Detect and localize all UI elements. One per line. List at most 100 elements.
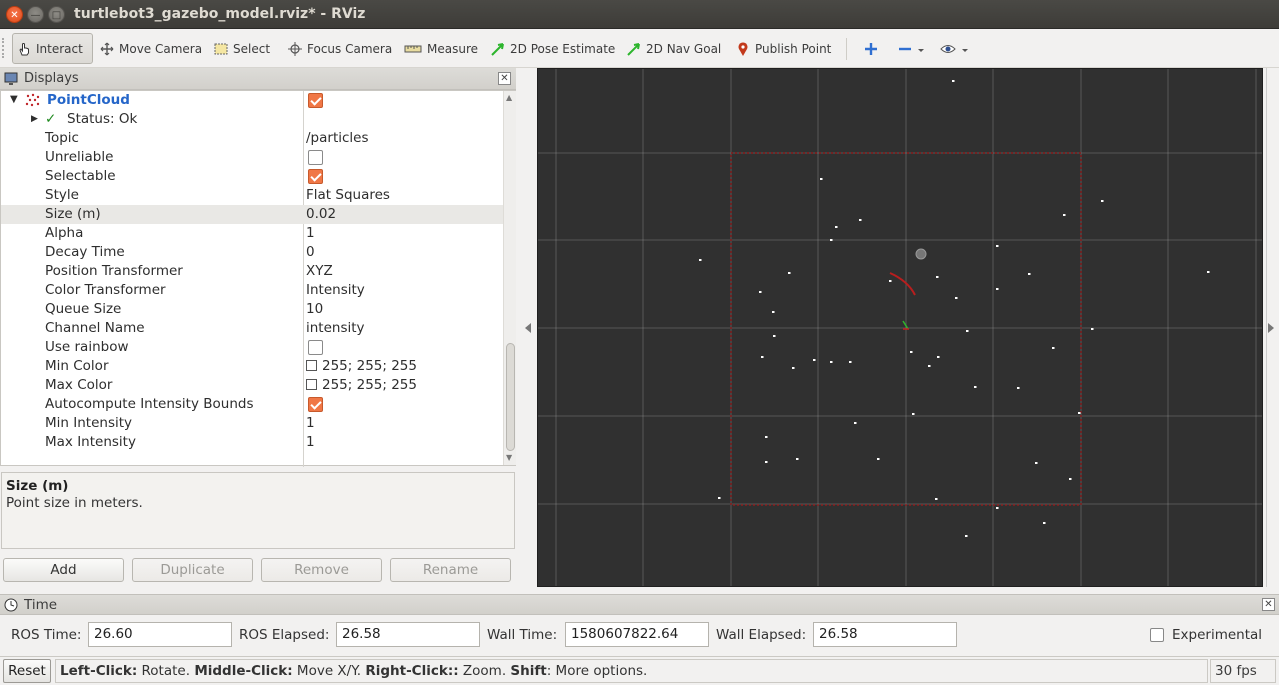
- particle: [718, 497, 721, 499]
- particle: [849, 361, 852, 363]
- property-name: Unreliable: [45, 149, 114, 165]
- reset-button[interactable]: Reset: [3, 659, 51, 683]
- tool-focus-camera-button[interactable]: Focus Camera: [284, 33, 396, 64]
- expand-arrow-icon[interactable]: ▼: [10, 94, 18, 105]
- property-row[interactable]: Alpha 1: [1, 224, 503, 243]
- tool-2d-pose-estimate-button[interactable]: 2D Pose Estimate: [487, 33, 619, 64]
- status-row[interactable]: ▶ ✓ Status: Ok: [1, 110, 503, 129]
- tool-2d-nav-goal-button[interactable]: 2D Nav Goal: [623, 33, 725, 64]
- property-row[interactable]: Max Color 255; 255; 255: [1, 376, 503, 395]
- property-row[interactable]: Style Flat Squares: [1, 186, 503, 205]
- displays-panel-title: Displays: [24, 71, 79, 86]
- property-row[interactable]: Min Intensity 1: [1, 414, 503, 433]
- property-value[interactable]: 0: [306, 244, 315, 260]
- property-value[interactable]: Flat Squares: [306, 187, 390, 203]
- tool-measure-button[interactable]: Measure: [400, 33, 482, 64]
- tool-label: Move Camera: [119, 41, 203, 56]
- property-row[interactable]: Selectable: [1, 167, 503, 186]
- eye-icon: [940, 42, 956, 56]
- display-row-pointcloud[interactable]: ▼ PointCloud: [1, 91, 503, 110]
- close-time-panel-button[interactable]: ✕: [1262, 598, 1275, 611]
- property-checkbox[interactable]: [308, 397, 323, 412]
- property-name: Topic: [45, 130, 79, 146]
- property-description: Size (m) Point size in meters.: [1, 472, 515, 549]
- property-row[interactable]: Decay Time 0: [1, 243, 503, 262]
- scroll-up-icon[interactable]: ▲: [506, 93, 513, 102]
- particle: [1028, 273, 1031, 275]
- property-value[interactable]: 1: [306, 225, 315, 241]
- particle: [1091, 328, 1094, 330]
- expand-arrow-icon[interactable]: ▶: [31, 114, 38, 124]
- property-row[interactable]: Unreliable: [1, 148, 503, 167]
- tool-move-camera-button[interactable]: Move Camera: [96, 33, 206, 64]
- particle: [928, 365, 931, 367]
- particle: [889, 280, 892, 282]
- tool-interact-button[interactable]: Interact: [12, 33, 93, 64]
- color-swatch[interactable]: [306, 360, 317, 371]
- property-value[interactable]: 255; 255; 255: [306, 377, 417, 393]
- wall-time-label: Wall Time:: [487, 627, 558, 643]
- wall-time-field[interactable]: 1580607822.64: [565, 622, 709, 647]
- property-row[interactable]: Autocompute Intensity Bounds: [1, 395, 503, 414]
- view-options-button[interactable]: [936, 33, 973, 64]
- status-bar: Reset Left-Click: Rotate. Middle-Click: …: [0, 656, 1279, 685]
- remove-display-button[interactable]: Remove: [261, 558, 382, 582]
- scrollbar-thumb[interactable]: [506, 343, 515, 451]
- minus-icon: [898, 42, 912, 56]
- property-row[interactable]: Color Transformer Intensity: [1, 281, 503, 300]
- property-checkbox[interactable]: [308, 150, 323, 165]
- property-row[interactable]: Topic/particles: [1, 129, 503, 148]
- toolbar-grip[interactable]: [2, 38, 6, 58]
- render-viewport[interactable]: [537, 68, 1263, 587]
- property-value-text: 255; 255; 255: [322, 377, 417, 393]
- property-name: Color Transformer: [45, 282, 166, 298]
- experimental-checkbox[interactable]: [1150, 628, 1164, 642]
- close-panel-button[interactable]: ✕: [498, 72, 511, 85]
- property-value[interactable]: 0.02: [306, 206, 337, 222]
- property-value[interactable]: /particles: [306, 130, 369, 146]
- wall-elapsed-field[interactable]: 26.58: [813, 622, 957, 647]
- collapse-right-arrow-icon[interactable]: [1268, 323, 1274, 333]
- green-arrow-icon: [627, 42, 641, 56]
- property-row[interactable]: Min Color 255; 255; 255: [1, 357, 503, 376]
- remove-tool-button[interactable]: [894, 33, 929, 64]
- tool-publish-point-button[interactable]: Publish Point: [732, 33, 835, 64]
- property-row[interactable]: Size (m) 0.02: [1, 205, 503, 224]
- window-maximize-button[interactable]: □: [48, 6, 65, 23]
- property-value[interactable]: Intensity: [306, 282, 365, 298]
- property-checkbox[interactable]: [308, 340, 323, 355]
- window-minimize-button[interactable]: —: [27, 6, 44, 23]
- property-checkbox[interactable]: [308, 169, 323, 184]
- display-enabled-checkbox[interactable]: [308, 93, 323, 108]
- column-divider[interactable]: [303, 91, 304, 467]
- ros-time-field[interactable]: 26.60: [88, 622, 232, 647]
- crosshair-icon: [288, 41, 302, 56]
- property-row[interactable]: Channel Name intensity: [1, 319, 503, 338]
- color-swatch[interactable]: [306, 379, 317, 390]
- tool-select-button[interactable]: Select: [210, 33, 274, 64]
- scroll-down-icon[interactable]: ▼: [506, 453, 513, 462]
- tool-label: Select: [233, 41, 271, 56]
- rename-display-button[interactable]: Rename: [390, 558, 511, 582]
- property-value[interactable]: 1: [306, 434, 315, 450]
- scene-svg[interactable]: [538, 69, 1263, 587]
- property-value[interactable]: 255; 255; 255: [306, 358, 417, 374]
- duplicate-display-button[interactable]: Duplicate: [132, 558, 253, 582]
- property-row[interactable]: Position Transformer XYZ: [1, 262, 503, 281]
- ros-elapsed-field[interactable]: 26.58: [336, 622, 480, 647]
- property-row[interactable]: Queue Size 10: [1, 300, 503, 319]
- time-panel-title: Time: [24, 596, 58, 613]
- collapse-left-arrow-icon[interactable]: [525, 323, 531, 333]
- add-tool-button[interactable]: [860, 33, 882, 64]
- particle: [1035, 462, 1038, 464]
- property-value[interactable]: intensity: [306, 320, 365, 336]
- property-value[interactable]: 10: [306, 301, 324, 317]
- property-value[interactable]: 1: [306, 415, 315, 431]
- window-close-button[interactable]: ✕: [6, 6, 23, 23]
- tree-scrollbar[interactable]: ▲ ▼: [503, 91, 516, 465]
- property-value[interactable]: XYZ: [306, 263, 333, 279]
- property-row[interactable]: Use rainbow: [1, 338, 503, 357]
- add-display-button[interactable]: Add: [3, 558, 124, 582]
- property-row[interactable]: Max Intensity 1: [1, 433, 503, 452]
- property-value-text: 255; 255; 255: [322, 358, 417, 374]
